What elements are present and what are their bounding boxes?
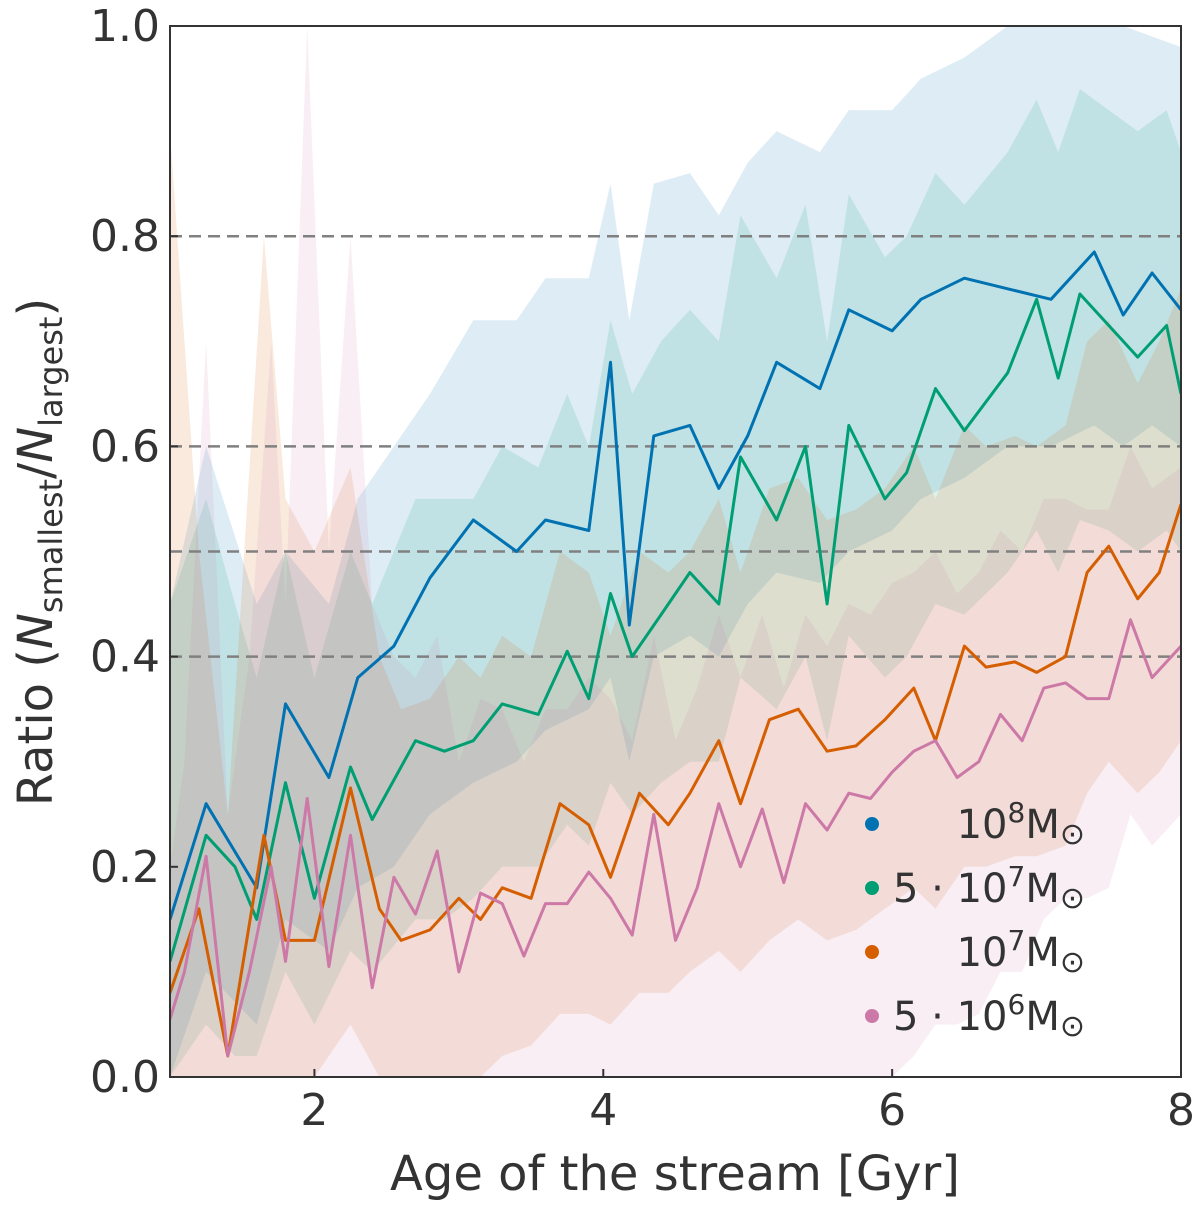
band-series-2 (170, 131, 1181, 1077)
y-tick-label: 0.2 (90, 842, 160, 893)
line-series-3 (170, 618, 1181, 1058)
x-tick-label: 6 (878, 1085, 906, 1136)
y-tick-label: 1.0 (90, 1, 160, 52)
series-lines (170, 250, 1181, 1058)
band-series-3 (170, 26, 1181, 1077)
legend-marker-3 (865, 1009, 879, 1023)
legend-label-0: 108M⊙ (957, 796, 1085, 852)
line-series-0 (170, 250, 1181, 920)
y-tick-label: 0.4 (90, 632, 160, 683)
x-axis-ticks: 2 4 6 8 (300, 1069, 1195, 1136)
plot-frame (169, 25, 1182, 1078)
legend-label-3: 5 · 106M⊙ (893, 988, 1085, 1044)
x-tick-label: 4 (589, 1085, 617, 1136)
x-tick-label: 8 (1167, 1085, 1195, 1136)
legend-marker-1 (865, 881, 879, 895)
line-series-1 (170, 292, 1181, 962)
y-axis-ticks: 0.0 0.2 0.4 0.6 0.8 1.0 (90, 1, 178, 1103)
reference-lines (170, 234, 1181, 658)
y-tick-label: 0.6 (90, 421, 160, 472)
y-axis-label: Ratio (Nsmallest/Nlargest) (8, 298, 70, 806)
y-tick-label: 0.0 (90, 1052, 160, 1103)
legend-label-2: 107M⊙ (957, 924, 1085, 980)
band-series-1 (170, 89, 1181, 1077)
x-axis-label: Age of the stream [Gyr] (390, 1146, 960, 1202)
legend: 108M⊙ 5 · 107M⊙ 107M⊙ 5 · 106M⊙ (865, 796, 1085, 1044)
y-tick-label: 0.8 (90, 211, 160, 262)
legend-marker-0 (865, 817, 879, 831)
line-series-2 (170, 503, 1181, 1058)
legend-marker-2 (865, 945, 879, 959)
x-tick-label: 2 (300, 1085, 328, 1136)
legend-label-1: 5 · 107M⊙ (893, 860, 1085, 916)
